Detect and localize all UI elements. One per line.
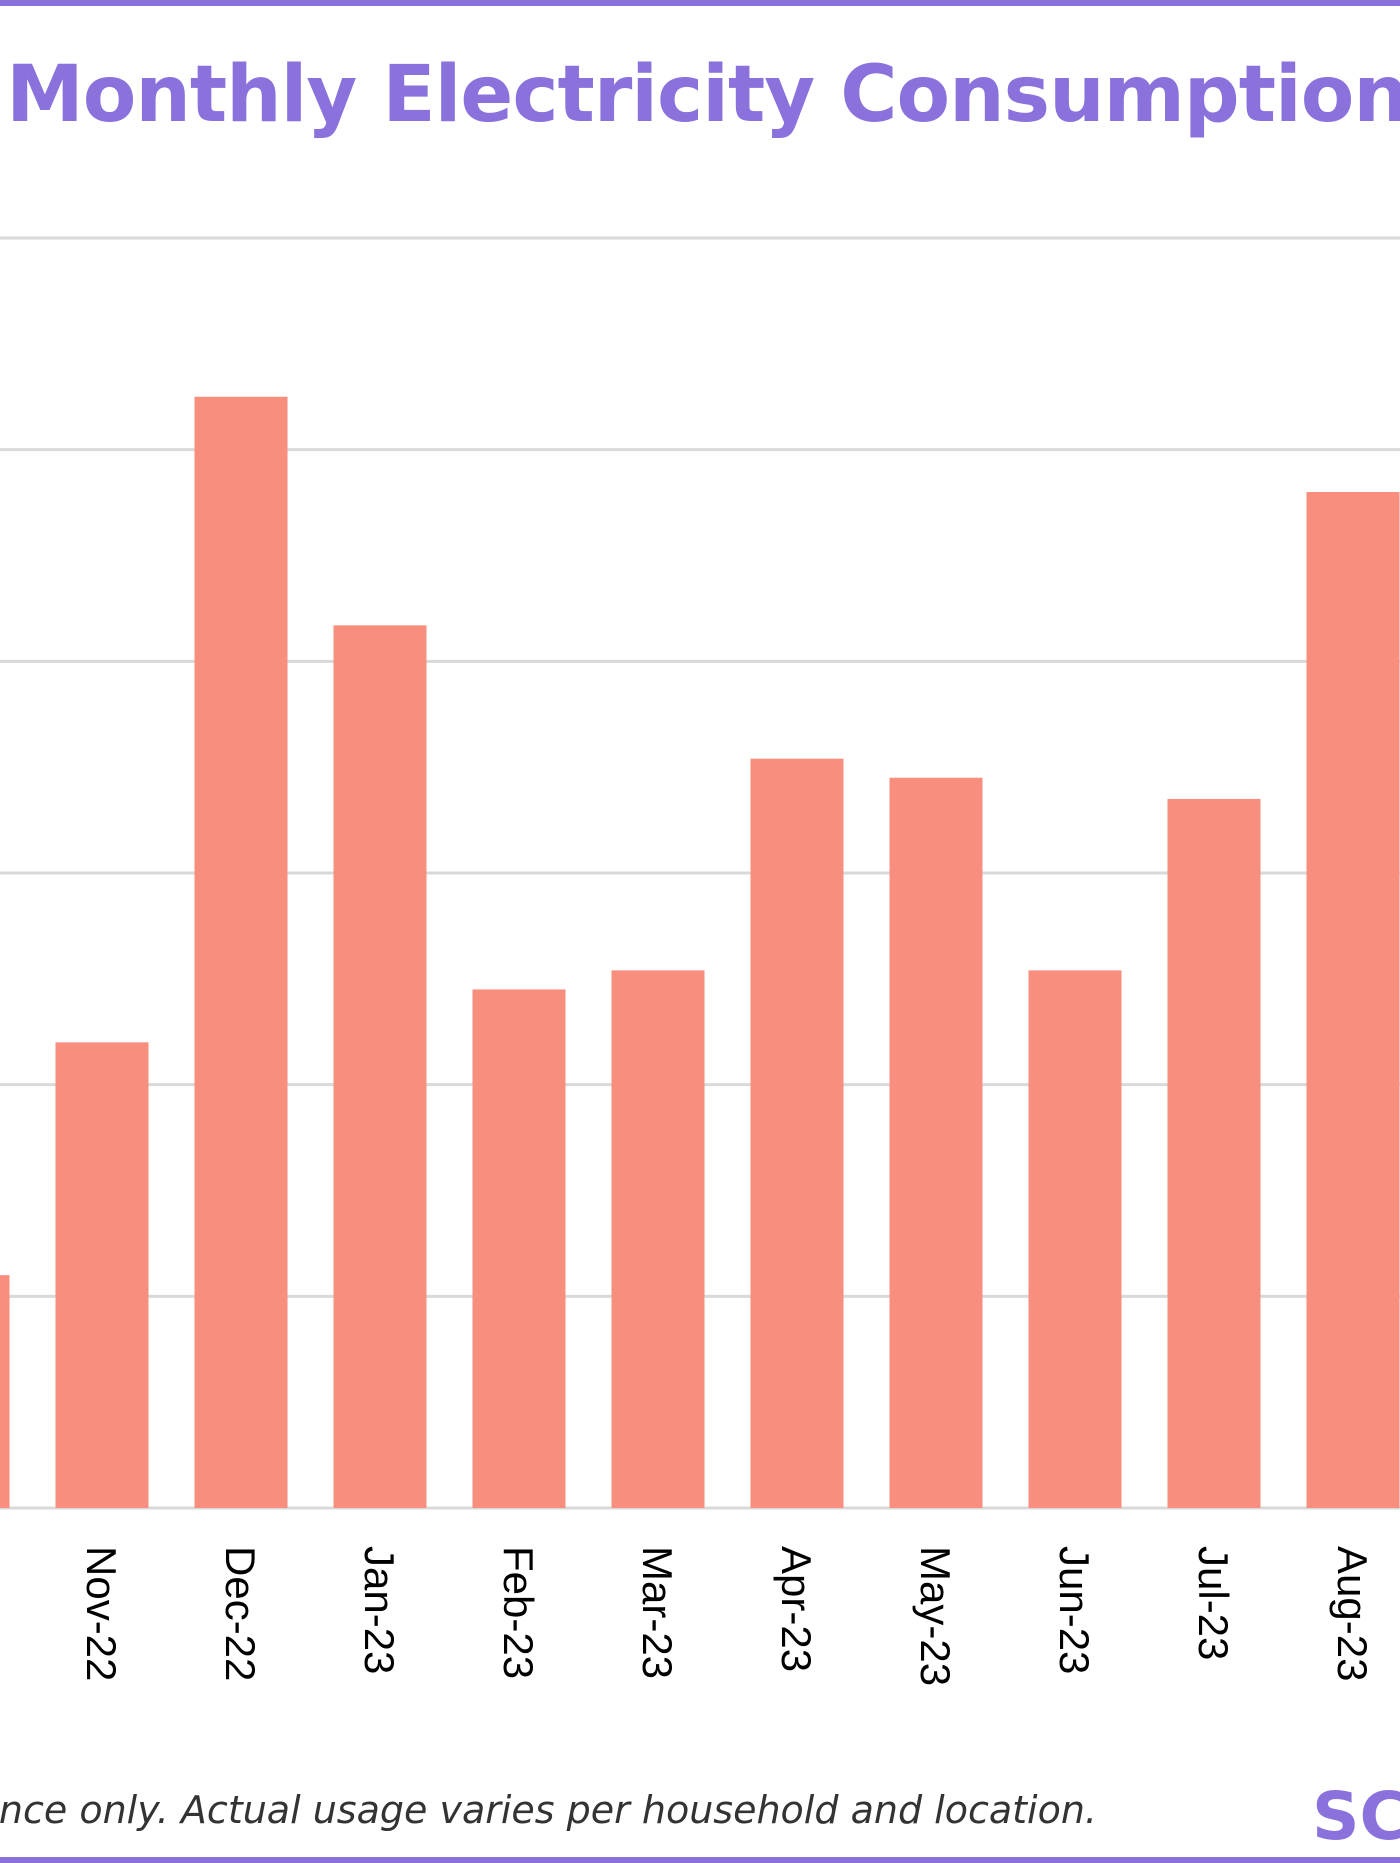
- bar-feb-23: [472, 989, 566, 1508]
- x-tick-label: Feb-23: [495, 1546, 542, 1679]
- x-tick-label: Apr-23: [773, 1546, 820, 1672]
- x-tick-label: Nov-22: [78, 1546, 125, 1681]
- x-tick-label: Jul-23: [1190, 1546, 1237, 1660]
- top-border: [0, 0, 1400, 6]
- x-tick-label: Jun-23: [1051, 1546, 1098, 1674]
- chart-title: Monthly Electricity Consumption: [6, 50, 1400, 140]
- bars: [0, 396, 1400, 1508]
- bar-aug-23: [1306, 492, 1400, 1508]
- x-tick-label: Aug-23: [1329, 1546, 1376, 1681]
- bar-may-23: [889, 777, 983, 1508]
- bar-dec-22: [194, 396, 288, 1508]
- x-tick-label: May-23: [912, 1546, 959, 1686]
- bar-oct-22: [0, 1275, 10, 1508]
- bar-jun-23: [1028, 970, 1122, 1508]
- bottom-border: [0, 1857, 1400, 1863]
- x-tick-label: Mar-23: [634, 1546, 681, 1679]
- brand-logo: SC: [1312, 1778, 1400, 1855]
- x-tick-label: Dec-22: [217, 1546, 264, 1681]
- bar-mar-23: [611, 970, 705, 1508]
- bar-apr-23: [750, 758, 844, 1508]
- x-tick-label: Jan-23: [356, 1546, 403, 1674]
- footnote: rence only. Actual usage varies per hous…: [0, 1788, 1097, 1832]
- x-axis-labels: Nov-22 Dec-22 Jan-23 Feb-23 Mar-23 Apr-23 May-…: [78, 1546, 1376, 1686]
- bar-nov-22: [55, 1042, 149, 1508]
- bar-jul-23: [1167, 798, 1261, 1508]
- bar-jan-23: [333, 625, 427, 1508]
